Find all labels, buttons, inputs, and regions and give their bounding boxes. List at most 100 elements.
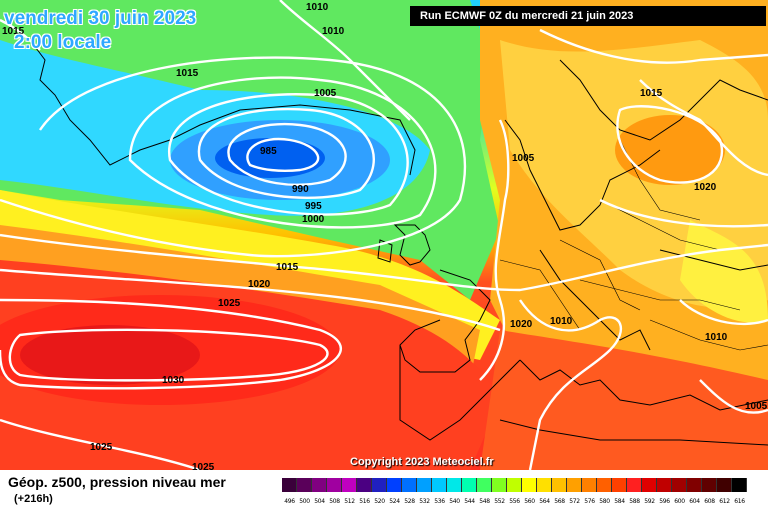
isobar-label: 1015 [276, 262, 299, 273]
isobar-label: 990 [292, 184, 309, 195]
legend-value: 536 [434, 498, 445, 505]
legend-swatch [642, 478, 657, 492]
legend-value: 588 [629, 498, 640, 505]
legend-value: 528 [404, 498, 415, 505]
legend-value: 616 [734, 498, 745, 505]
legend-value: 564 [539, 498, 550, 505]
legend-swatch [447, 478, 462, 492]
isobar-label: 1010 [306, 2, 329, 13]
isobar-label: 1015 [2, 26, 25, 37]
legend-swatch [462, 478, 477, 492]
isobar-label: 1025 [90, 442, 113, 453]
legend-swatch [342, 478, 357, 492]
legend-value: 556 [509, 498, 520, 505]
isobar-label: 1010 [322, 26, 345, 37]
field-zone-mediterranean [480, 330, 768, 470]
isobar-label: 1020 [510, 319, 533, 330]
legend-swatch [582, 478, 597, 492]
isobar-label: 1000 [302, 214, 325, 225]
isobar-label: 985 [260, 146, 277, 157]
legend-swatch [492, 478, 507, 492]
legend-value: 576 [584, 498, 595, 505]
legend-swatch [597, 478, 612, 492]
copyright: Copyright 2023 Meteociel.fr [350, 456, 494, 468]
field-zone-dark-red [20, 325, 200, 385]
isobars [0, 0, 768, 470]
legend-value: 572 [569, 498, 580, 505]
legend-value: 516 [359, 498, 370, 505]
field-zone-deep-blue [215, 138, 325, 178]
isobar-label: 995 [305, 201, 322, 212]
isobar-label: 1030 [162, 375, 185, 386]
legend-swatch [312, 478, 327, 492]
legend-value: 500 [299, 498, 310, 505]
legend-swatch [507, 478, 522, 492]
isobar-label: 1015 [176, 68, 199, 79]
legend-value: 520 [374, 498, 385, 505]
legend-value: 604 [689, 498, 700, 505]
legend-swatch [477, 478, 492, 492]
isobar-label: 1020 [694, 182, 717, 193]
legend-value: 592 [644, 498, 655, 505]
legend-swatch [552, 478, 567, 492]
isobar-label: 1005 [314, 88, 337, 99]
legend-swatch [522, 478, 537, 492]
legend-swatch [417, 478, 432, 492]
legend-value: 580 [599, 498, 610, 505]
legend-value: 544 [464, 498, 475, 505]
legend-value: 608 [704, 498, 715, 505]
coastlines [29, 39, 768, 446]
legend-value: 600 [674, 498, 685, 505]
legend-swatch [612, 478, 627, 492]
isobar-label: 1025 [192, 462, 215, 470]
color-scale-labels: 496 500 504 508 512 516 520 524 528 532 536 540 544 5… [282, 498, 747, 505]
legend-swatch [297, 478, 312, 492]
field-title: Géop. z500, pression niveau mer [8, 474, 226, 490]
legend-value: 560 [524, 498, 535, 505]
isobar-label: 1010 [705, 332, 728, 343]
legend-value: 584 [614, 498, 625, 505]
legend-value: 508 [329, 498, 340, 505]
forecast-date: vendredi 30 juin 2023 [4, 8, 197, 29]
legend-swatch [537, 478, 552, 492]
legend-value: 596 [659, 498, 670, 505]
legend-swatch [387, 478, 402, 492]
legend-swatch [657, 478, 672, 492]
legend-value: 512 [344, 498, 355, 505]
legend-swatch [687, 478, 702, 492]
color-scale [282, 478, 747, 492]
legend-value: 612 [719, 498, 730, 505]
legend-swatch [282, 478, 297, 492]
legend-value: 524 [389, 498, 400, 505]
isobar-labels: 1010 1010 1015 1015 1005 985 990 995 100… [2, 2, 768, 470]
isobar-label: 1015 [640, 88, 663, 99]
isobar-label: 1025 [218, 298, 241, 309]
legend-swatch [627, 478, 642, 492]
legend-swatch [717, 478, 732, 492]
legend-swatch [357, 478, 372, 492]
legend-swatch [432, 478, 447, 492]
legend-value: 540 [449, 498, 460, 505]
legend-swatch [327, 478, 342, 492]
legend-swatch [567, 478, 582, 492]
legend-value: 568 [554, 498, 565, 505]
field-zone-scandinavia-orange [615, 115, 725, 185]
legend-swatch [702, 478, 717, 492]
legend-value: 504 [314, 498, 325, 505]
isobar-label: 1005 [745, 401, 768, 412]
footer: Géop. z500, pression niveau mer (+216h) … [0, 470, 768, 512]
run-info: Run ECMWF 0Z du mercredi 21 juin 2023 [410, 6, 766, 26]
weather-map: 1010 1010 1015 1015 1005 985 990 995 100… [0, 0, 768, 470]
legend-swatch [402, 478, 417, 492]
legend-value: 548 [479, 498, 490, 505]
lead-time: (+216h) [14, 493, 53, 505]
forecast-time: 2:00 locale [14, 32, 112, 53]
legend-value: 532 [419, 498, 430, 505]
legend-swatch [672, 478, 687, 492]
isobar-label: 1010 [550, 316, 573, 327]
legend-swatch [732, 478, 747, 492]
legend-swatch [372, 478, 387, 492]
isobar-label: 1005 [512, 153, 535, 164]
isobar-label: 1020 [248, 279, 271, 290]
legend-value: 552 [494, 498, 505, 505]
